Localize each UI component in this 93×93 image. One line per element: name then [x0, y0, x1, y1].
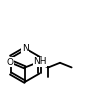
- Text: N: N: [22, 44, 28, 53]
- Text: NH: NH: [33, 57, 46, 66]
- Text: O: O: [7, 58, 14, 67]
